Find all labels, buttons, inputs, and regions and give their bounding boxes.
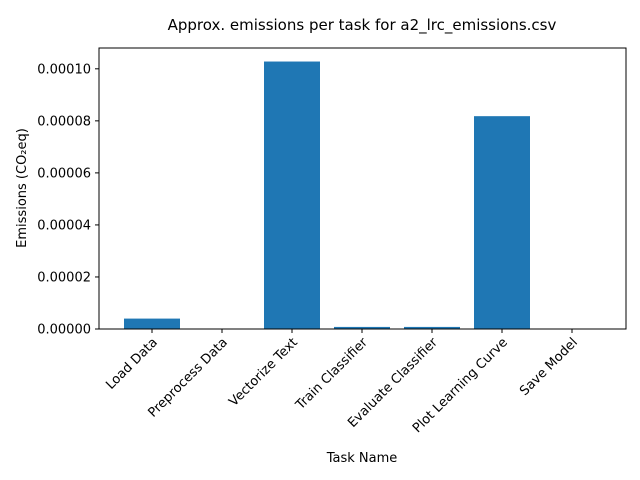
bar-3 [334,326,390,329]
x-tick-label-3: Train Classifier [293,335,372,414]
y-tick-label-3: 0.00006 [37,166,91,181]
y-tick-label-1: 0.00002 [37,270,91,285]
x-tick-label-2: Vectorize Text [226,335,300,409]
plot-frame [98,47,627,330]
bar-2 [264,61,320,329]
x-tick-label-0: Load Data [103,335,161,393]
plot-area [124,61,530,329]
y-axis-label: Emissions (CO₂eq) [15,128,30,248]
y-tick-label-0: 0.00000 [37,323,91,338]
x-tick-label-6: Save Model [517,335,581,399]
bar-5 [474,116,530,329]
chart-title: Approx. emissions per task for a2_lrc_em… [168,16,557,35]
y-tick-label-5: 0.00010 [37,62,91,77]
bar-4 [404,326,460,329]
y-axis: 0.00000 0.00002 0.00004 0.00006 0.00008 0.000… [37,62,99,338]
y-tick-label-4: 0.00008 [37,114,91,129]
y-tick-label-2: 0.00004 [37,218,91,233]
x-axis-label: Task Name [326,451,398,466]
bar-0 [124,318,180,329]
